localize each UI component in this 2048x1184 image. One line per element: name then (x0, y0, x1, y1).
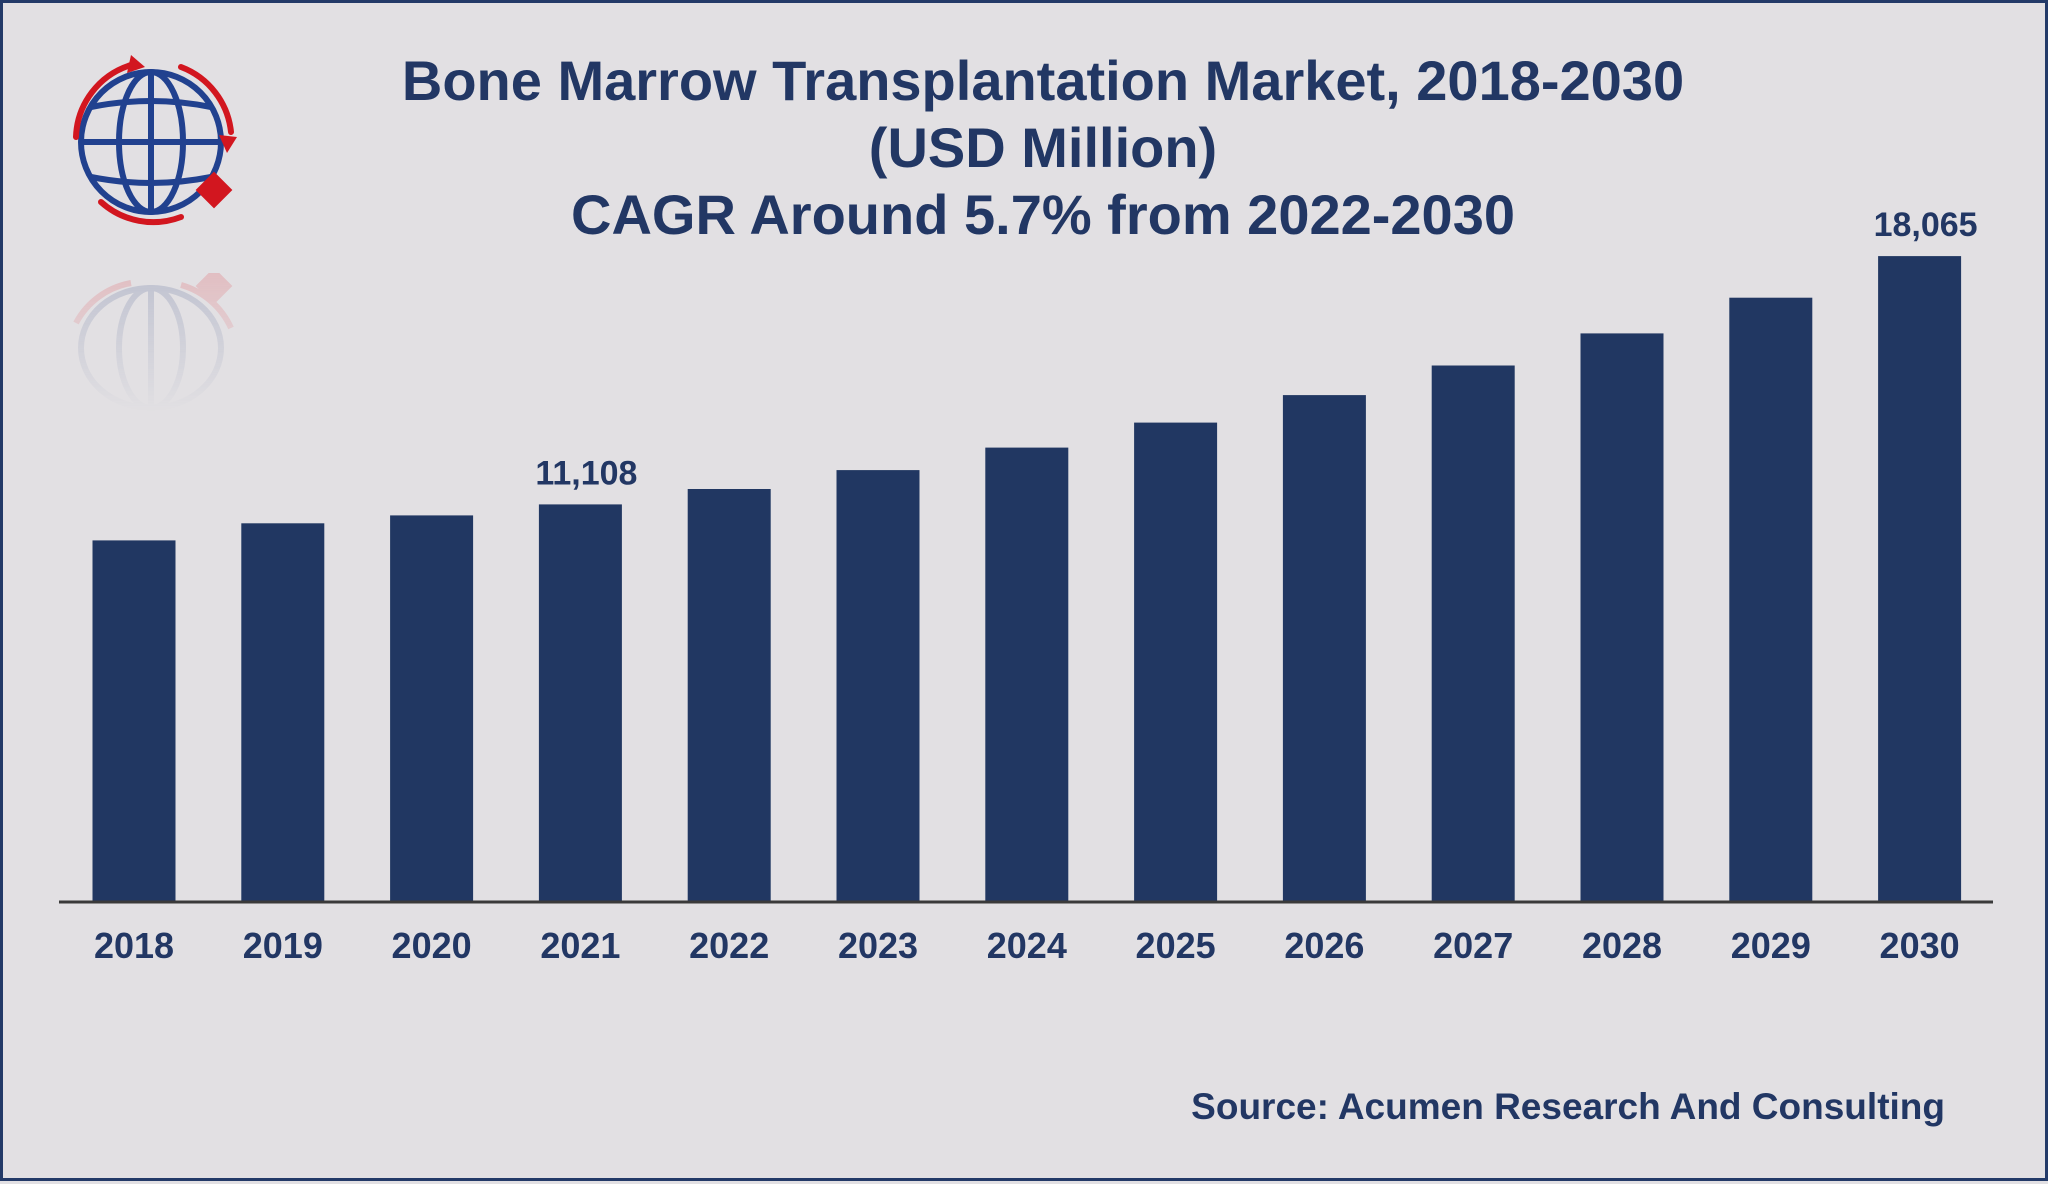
globe-logo-icon (73, 55, 237, 226)
bar-2029 (1729, 297, 1813, 901)
data-label-2030: 18,065 (1874, 206, 1978, 244)
bar-2024 (985, 447, 1069, 901)
x-tick-label-2023: 2023 (838, 925, 918, 966)
source-note: Source: Acumen Research And Consulting (1191, 1086, 1945, 1127)
chart-title: Bone Marrow Transplantation Market, 2018… (401, 49, 1685, 112)
bar-2026 (1282, 395, 1366, 901)
x-tick-label-2025: 2025 (1136, 925, 1216, 966)
chart-subtitle-units: (USD Million) (868, 116, 1218, 179)
bar-2019 (241, 523, 325, 901)
chart-subtitle-cagr: CAGR Around 5.7% from 2022-2030 (571, 183, 1515, 246)
bar-2027 (1431, 365, 1515, 901)
data-label-2021: 11,108 (535, 454, 637, 492)
x-tick-label-2026: 2026 (1284, 925, 1364, 966)
bar-2022 (687, 489, 771, 901)
bar-chart: 2018 2019 2020 2021 11,108 2022 2023 2024 2025 20… (59, 206, 1993, 966)
x-tick-label-2019: 2019 (243, 925, 323, 966)
bar-2028 (1580, 333, 1664, 901)
bar-2023 (836, 470, 920, 901)
x-tick-label-2018: 2018 (94, 925, 174, 966)
x-tick-label-2027: 2027 (1433, 925, 1513, 966)
bar-2021 (538, 504, 622, 901)
x-tick-label-2024: 2024 (987, 925, 1067, 966)
x-tick-label-2020: 2020 (392, 925, 472, 966)
globe-logo-reflection-icon (73, 273, 234, 411)
x-tick-label-2028: 2028 (1582, 925, 1662, 966)
bar-2018 (92, 540, 176, 901)
x-tick-label-2029: 2029 (1731, 925, 1811, 966)
bar-2030 (1878, 256, 1962, 902)
x-tick-label-2022: 2022 (689, 925, 769, 966)
bars-group (92, 256, 1962, 902)
x-tick-label-2030: 2030 (1880, 925, 1960, 966)
tick-labels-group: 2018 2019 2020 2021 11,108 2022 2023 2024 2025 20… (94, 206, 1978, 966)
x-tick-label-2021: 2021 (540, 925, 620, 966)
bar-2020 (390, 515, 474, 901)
bar-2025 (1134, 422, 1218, 901)
